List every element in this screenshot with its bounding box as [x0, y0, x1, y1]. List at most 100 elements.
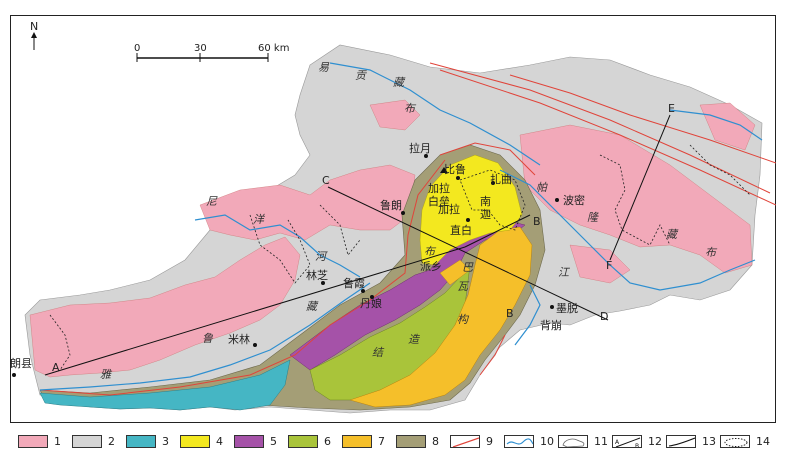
yigong-3: 藏	[393, 76, 406, 89]
place-milin: 米林	[228, 332, 250, 346]
legend-num-12: 12	[648, 434, 662, 448]
orange-unit	[349, 226, 533, 408]
profile-B1: B	[533, 215, 541, 228]
profile-A: A	[52, 361, 60, 374]
jiala-peak-triangle	[440, 167, 448, 173]
granite-east-belt	[519, 124, 753, 274]
legend-outline-icon	[558, 434, 588, 448]
parlung-4: 布	[705, 246, 718, 259]
yarlung-2: 鲁	[202, 332, 214, 345]
niyang-3: 河	[315, 250, 328, 263]
parlung-2: 隆	[587, 211, 600, 224]
legend-swatch-orange	[342, 434, 372, 448]
legend-num-11: 11	[594, 434, 608, 448]
place-layue: 拉月	[409, 141, 431, 155]
place-lulang: 鲁朗	[380, 198, 402, 212]
legend-item-8: 8	[396, 430, 439, 452]
granite-north-patch	[199, 164, 416, 241]
scale-tick-30: 30	[194, 43, 207, 54]
scale-tick-0: 0	[134, 43, 140, 54]
yarlung-3: 藏	[306, 300, 319, 313]
north-label: N	[30, 20, 38, 33]
profile-B2: B	[506, 307, 514, 320]
syntaxis-5: 结	[372, 346, 385, 359]
legend-profile-b: B	[635, 443, 639, 448]
yarlung-1: 雅	[100, 368, 113, 381]
legend-fault-icon	[450, 434, 480, 448]
profile-D: D	[600, 310, 608, 323]
legend-item-12: A B 12	[612, 430, 662, 452]
legend-num-9: 9	[486, 434, 493, 448]
legend-num-7: 7	[378, 434, 385, 448]
settlement-dots	[12, 154, 559, 377]
place-nanjia: 南迦	[480, 195, 491, 221]
legend-num-1: 1	[54, 434, 61, 448]
place-luxia: 鲁霞	[343, 276, 365, 290]
cyan-south	[39, 359, 291, 411]
place-bomi: 波密	[563, 193, 585, 207]
magenta-unit	[289, 219, 526, 371]
geological-map: N 0 30 60 km 朗县 米林 林芝 鲁霞 鲁朗 拉月 比鲁 加拉白垒 加…	[10, 20, 776, 414]
legend-river-icon	[504, 434, 534, 448]
legend-item-11: 11	[558, 430, 608, 452]
legend-item-6: 6	[288, 430, 331, 452]
place-motuo: 墨脱	[556, 301, 578, 315]
yigong-4: 布	[404, 102, 417, 115]
place-linzhi: 林芝	[306, 268, 328, 282]
legend-item-14: 14	[720, 430, 770, 452]
parlung-3: 藏	[666, 228, 679, 241]
legend-num-8: 8	[432, 434, 439, 448]
legend-num-4: 4	[216, 434, 223, 448]
niyang-2: 洋	[253, 213, 266, 226]
granite-upper-patch	[369, 99, 421, 131]
yarlung-4: 布	[424, 245, 437, 258]
niyang-1: 尼	[206, 195, 218, 208]
syntaxis-1: 巴	[462, 261, 474, 274]
yigong-1: 易	[318, 61, 330, 74]
place-zhiba: 直白	[450, 223, 472, 237]
place-bilu: 比鲁	[444, 162, 466, 176]
scale-tick-60: 60 km	[258, 43, 289, 54]
legend-item-3: 3	[126, 430, 169, 452]
legend-num-2: 2	[108, 434, 115, 448]
legend-item-5: 5	[234, 430, 277, 452]
legend-boundary-icon	[666, 434, 696, 448]
scale-bar: 0 30 60 km	[134, 43, 289, 62]
legend-dotted-icon	[720, 434, 750, 448]
legend-item-4: 4	[180, 430, 223, 452]
place-paixiang: 派乡	[420, 260, 442, 273]
legend-num-13: 13	[702, 434, 716, 448]
place-langxian: 朗县	[10, 357, 32, 370]
granite-ne-patch	[699, 102, 756, 151]
legend-swatch-grey	[72, 434, 102, 448]
legend: 1 2 3 4 5 6 7 8 9 10	[18, 430, 778, 452]
syntaxis-4: 造	[408, 333, 420, 346]
legend-item-1: 1	[18, 430, 61, 452]
legend-swatch-olive	[396, 434, 426, 448]
yarlung-5: 江	[558, 266, 570, 279]
dotted-boundaries	[49, 144, 751, 371]
legend-item-7: 7	[342, 430, 385, 452]
granite-west-belt	[29, 236, 301, 378]
parlung-1: 帕	[536, 181, 548, 194]
legend-swatch-green	[288, 434, 318, 448]
orange-inlet	[439, 259, 471, 286]
rivers	[39, 62, 763, 391]
north-arrow: N	[30, 20, 38, 50]
legend-num-6: 6	[324, 434, 331, 448]
legend-item-10: 10	[504, 430, 554, 452]
profile-E: E	[668, 102, 675, 115]
legend-item-9: 9	[450, 430, 493, 452]
yigong-2: 贡	[355, 69, 367, 82]
legend-num-3: 3	[162, 434, 169, 448]
legend-swatch-magenta	[234, 434, 264, 448]
place-jialabaileng: 加拉白垒	[428, 181, 450, 208]
yellow-unit	[419, 154, 523, 266]
granite-east-patch-2	[569, 244, 631, 284]
profile-C: C	[322, 174, 330, 187]
legend-num-5: 5	[270, 434, 277, 448]
legend-num-14: 14	[756, 434, 770, 448]
syntaxis-2: 瓦	[457, 280, 470, 293]
profile-F: F	[606, 259, 612, 272]
place-danniang: 丹娘	[360, 296, 382, 310]
